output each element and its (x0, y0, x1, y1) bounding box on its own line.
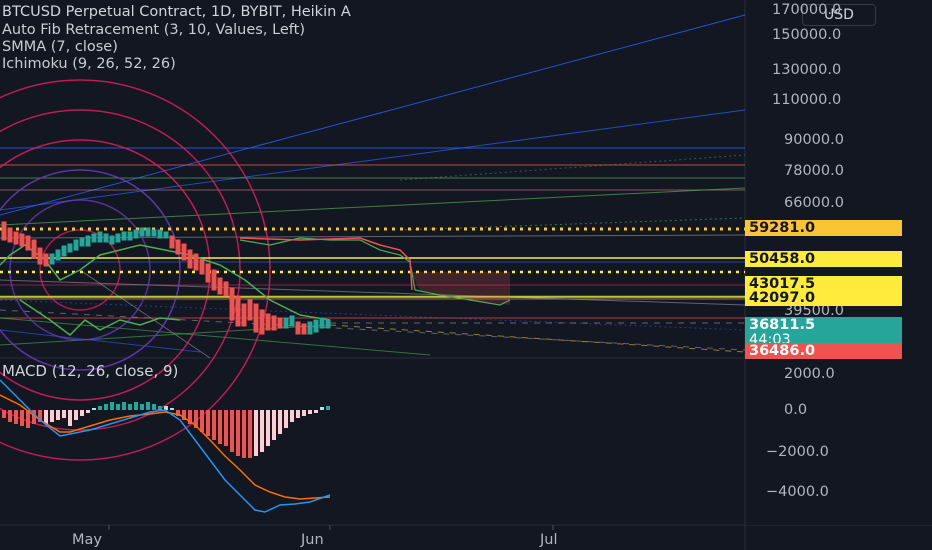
candles (1, 221, 331, 335)
price-tag-fib: 43017.5 (745, 276, 902, 292)
price-tick: 150000.0 (772, 27, 842, 43)
macd-tick: 0.0 (784, 402, 808, 418)
ichimoku-span-line (239, 237, 413, 291)
price-tick: 78000.0 (784, 163, 844, 179)
ichimoku-indicator-legend[interactable]: Ichimoku (9, 26, 52, 26) (2, 56, 176, 72)
macd-signal-line (0, 394, 331, 500)
fib-indicator-legend[interactable]: Auto Fib Retracement (3, 10, Values, Lef… (2, 22, 305, 38)
price-tag-fib: 59281.0 (745, 220, 902, 236)
price-tick: 39500.0 (784, 303, 844, 319)
price-tick: 110000.0 (772, 92, 842, 108)
time-label-may: May (72, 532, 102, 548)
price-tag-fib: 50458.0 (745, 251, 902, 267)
time-label-jun: Jun (301, 532, 324, 548)
time-label-jul: Jul (540, 532, 558, 548)
price-tick: 90000.0 (784, 132, 844, 148)
macd-line (0, 379, 331, 513)
ichimoku-conversion-line (19, 299, 181, 336)
symbol-title[interactable]: BTCUSD Perpetual Contract, 1D, BYBIT, He… (2, 4, 351, 20)
currency-button[interactable]: USD (802, 4, 876, 26)
macd-tick: 2000.0 (784, 366, 835, 382)
price-tick: 170000.0 (772, 2, 842, 18)
price-tick: 66000.0 (784, 195, 844, 211)
macd-tick: −2000.0 (766, 444, 829, 460)
price-tag-fib: 42097.0 (745, 290, 902, 306)
macd-indicator-legend[interactable]: MACD (12, 26, close, 9) (2, 362, 179, 380)
price-tick: 130000.0 (772, 62, 842, 78)
macd-tick: −4000.0 (766, 484, 829, 500)
price-tag-low: 36486.0 (745, 343, 902, 359)
ichimoku-cloud (410, 272, 510, 305)
macd-histogram (2, 402, 330, 458)
smma-indicator-legend[interactable]: SMMA (7, close) (2, 39, 118, 55)
last-price-tag: 36811.5 (745, 317, 902, 333)
ichimoku-lagging-line (239, 237, 511, 306)
